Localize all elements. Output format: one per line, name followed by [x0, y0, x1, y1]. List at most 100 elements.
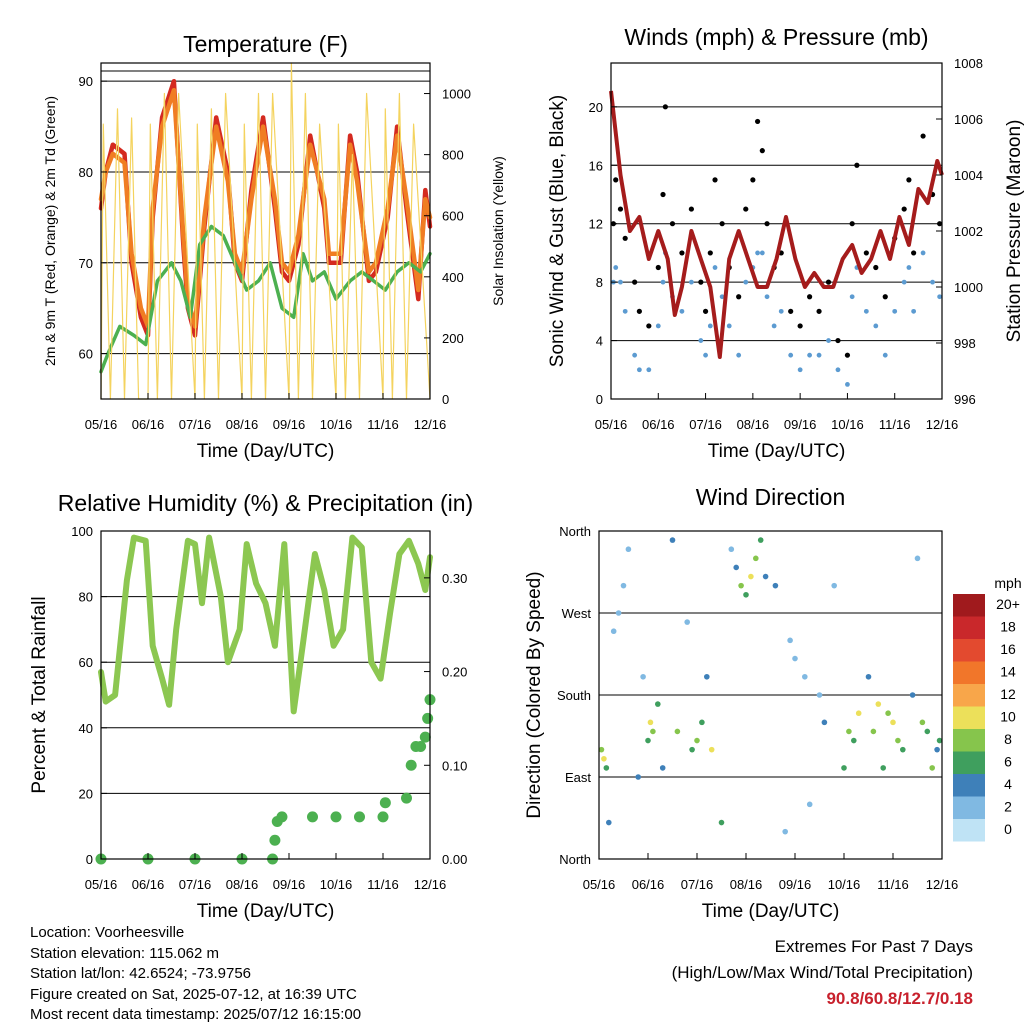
precip-point: [377, 811, 389, 823]
x-tick-label: 10/16: [828, 877, 861, 892]
legend-title: mph: [994, 575, 1021, 591]
x-tick-label: 05/16: [595, 417, 628, 432]
legend-label: 14: [1000, 664, 1016, 680]
legend-label: 10: [1000, 709, 1016, 725]
wind-point: [750, 177, 756, 183]
direction-point: [743, 591, 749, 598]
wind-point: [882, 294, 888, 300]
wind-point: [845, 381, 850, 387]
wind-point: [920, 133, 926, 139]
wind-point: [863, 308, 869, 314]
precip-point: [330, 811, 342, 823]
x-tick-label: 05/16: [85, 877, 118, 892]
legend-swatch: [953, 639, 985, 662]
direction-point: [782, 828, 788, 835]
wind-point: [764, 294, 770, 300]
station-elevation: Station elevation: 115.062 m: [30, 944, 220, 962]
wind-point: [703, 352, 708, 358]
x-axis-label: Time (Day/UTC): [197, 901, 335, 922]
y-tick-label: 70: [79, 256, 93, 271]
wind-point: [679, 250, 685, 256]
direction-point: [704, 673, 710, 680]
wind-point: [660, 191, 666, 198]
direction-point: [625, 546, 632, 553]
legend-swatch: [953, 819, 985, 842]
wind-point: [759, 250, 765, 256]
direction-point: [821, 719, 828, 726]
direction-point: [855, 710, 862, 717]
wind-point: [930, 279, 935, 285]
direction-point: [610, 628, 617, 635]
direction-point: [606, 819, 612, 826]
extremes-description: (High/Low/Max Wind/Total Precipitation): [671, 963, 973, 982]
direction-point: [684, 619, 690, 625]
precip-point: [276, 811, 288, 823]
wind-point: [788, 308, 794, 314]
direction-point: [914, 555, 921, 562]
y-tick-label: 100: [71, 524, 93, 539]
y2-tick-label: 600: [442, 209, 464, 224]
direction-point: [655, 701, 661, 707]
wind-point: [826, 338, 831, 343]
y-tick-label: West: [562, 606, 592, 621]
wind-point: [712, 177, 718, 183]
legend-label: 18: [1000, 619, 1016, 635]
y-tick-label: 0: [596, 392, 603, 407]
wind-point: [707, 323, 713, 329]
precip-point: [379, 797, 391, 809]
legend-swatch: [953, 729, 985, 752]
y-tick-label: 90: [79, 74, 93, 89]
wind-point: [906, 177, 912, 183]
y2-tick-label: 800: [442, 148, 464, 163]
x-tick-label: 07/16: [689, 417, 722, 432]
x-tick-label: 08/16: [737, 417, 770, 432]
y2-tick-label: 0: [442, 392, 449, 407]
wind-point: [743, 206, 749, 212]
x-tick-label: 08/16: [226, 877, 259, 892]
wind-point: [636, 367, 642, 373]
legend-label: 8: [1004, 731, 1012, 747]
precip-point: [307, 811, 318, 823]
direction-point: [816, 692, 823, 698]
wind-point: [707, 250, 713, 256]
wind-point: [679, 308, 685, 314]
y-tick-label: 20: [79, 786, 93, 801]
chart-title: Wind Direction: [696, 484, 846, 510]
wind-points-1: [610, 104, 943, 358]
direction-point: [875, 701, 882, 707]
pressure-line: [609, 90, 944, 359]
x-tick-label: 12/16: [926, 877, 959, 892]
y2-tick-label: 1008: [954, 56, 983, 71]
precip-point: [415, 741, 427, 753]
legend-label: 6: [1004, 754, 1012, 770]
x-tick-label: 06/16: [642, 417, 675, 432]
precip-point: [422, 712, 434, 724]
series-line-1: [98, 534, 433, 715]
wind-point: [816, 352, 822, 358]
y2-tick-label: 400: [442, 270, 464, 285]
x-axis-label: Time (Day/UTC): [708, 441, 846, 462]
wind-point: [835, 337, 841, 344]
recent-timestamp: Most recent data timestamp: 2025/07/12 1…: [30, 1006, 362, 1023]
wind-point: [712, 265, 718, 270]
series-line-3: [99, 224, 432, 374]
direction-point: [718, 819, 725, 826]
x-tick-label: 09/16: [273, 417, 306, 432]
direction-point: [934, 746, 940, 753]
direction-point: [674, 728, 681, 735]
wind-point: [655, 264, 661, 271]
y-tick-label: 12: [589, 217, 603, 232]
legend-swatch: [953, 616, 985, 639]
legend-label: 4: [1004, 776, 1012, 792]
wind-point: [892, 308, 898, 314]
wind-point: [632, 352, 638, 358]
y-tick-label: 8: [596, 275, 603, 290]
wind-point: [920, 250, 926, 256]
legend-label: 12: [1000, 686, 1016, 702]
direction-point: [870, 728, 877, 735]
x-tick-label: 11/16: [367, 877, 399, 892]
x-tick-label: 11/16: [367, 417, 399, 432]
wind-point: [655, 323, 661, 329]
wind-point: [844, 352, 851, 358]
